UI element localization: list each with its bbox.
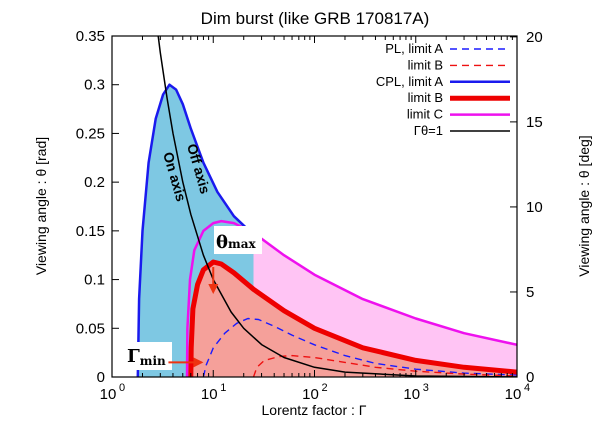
series-lines: [136, 36, 517, 377]
y2-tick-label: 20: [526, 29, 543, 46]
gamma-min-label-bg: [124, 342, 172, 370]
legend-label-5: Γθ=1: [414, 123, 443, 138]
y-tick-label: 0: [97, 369, 105, 386]
x-tick-exponent: 3: [423, 382, 429, 394]
y-tick-label: 0.25: [76, 125, 105, 142]
y2-tick-label: 10: [526, 199, 543, 216]
x-tick-label: 10: [100, 386, 117, 403]
series-line-0: [202, 317, 517, 377]
y-tick-label: 0.05: [76, 320, 105, 337]
theta-max-label-bg: [214, 226, 262, 254]
y-tick-label: 0.2: [84, 174, 105, 191]
theta-max-symbol: θ: [216, 232, 228, 253]
x-tick-exponent: 4: [524, 382, 530, 394]
axis-ticks: [111, 35, 518, 378]
x-tick-label: 10: [505, 386, 522, 403]
y2-tick-label: 15: [526, 114, 543, 131]
legend-label-0: PL, limit A: [385, 41, 443, 56]
gamma-min-label: Γmin: [127, 346, 166, 368]
series-line-4: [185, 219, 517, 377]
legend-label-1: limit B: [408, 57, 443, 72]
theta-max-label: θmax: [216, 232, 256, 253]
x-tick-exponent: 1: [220, 382, 226, 394]
x-tick-label: 10: [302, 386, 319, 403]
x-tick-exponent: 0: [119, 382, 125, 394]
tick-labels: 10 0 10 1 10 2 10 3 10 400.050.10.150.20.250.30.3…: [76, 28, 543, 403]
y2-tick-label: 5: [526, 284, 534, 301]
y-tick-label: 0.15: [76, 223, 105, 240]
y-axis-label-left: Viewing angle : θ [rad]: [33, 137, 49, 275]
x-axis-label: Lorentz factor : Γ: [262, 402, 367, 418]
gamma-min-sub: min: [140, 354, 166, 368]
x-tick-label: 10: [201, 386, 218, 403]
y-tick-label: 0.1: [84, 272, 105, 289]
y-axis-label-right: Viewing angle : θ [deg]: [576, 135, 592, 276]
series-line-5: [157, 36, 517, 377]
series-line-1: [252, 354, 517, 377]
x-tick-exponent: 2: [322, 382, 328, 394]
legend-label-4: limit C: [407, 107, 443, 122]
series-line-3: [188, 259, 517, 377]
y-tick-label: 0.3: [84, 77, 105, 94]
chart-title: Dim burst (like GRB 170817A): [201, 9, 430, 28]
legend-label-2: CPL, limit A: [376, 74, 444, 89]
legend-label-3: limit B: [408, 90, 443, 105]
y2-tick-label: 0: [526, 369, 534, 386]
x-tick-label: 10: [403, 386, 420, 403]
fill-limit-b: [190, 262, 517, 377]
gamma-min-symbol: Γ: [127, 346, 140, 367]
y-tick-label: 0.35: [76, 28, 105, 45]
theta-max-sub: max: [228, 237, 256, 251]
series-line-2: [136, 83, 255, 377]
